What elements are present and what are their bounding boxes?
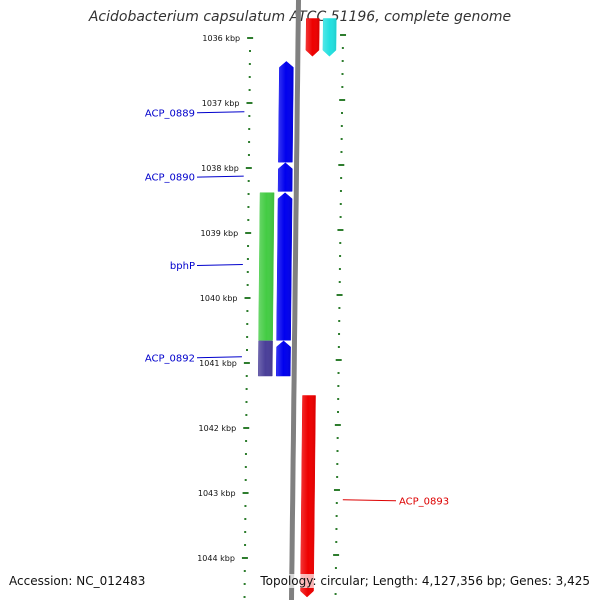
gene-feature-shading xyxy=(258,340,273,376)
gene-feature-shading xyxy=(300,395,316,597)
gene-label: ACP_0889 xyxy=(145,108,195,119)
gene-feature-shading xyxy=(258,192,275,341)
gene-label-leader xyxy=(196,356,242,359)
tick-label: 1043 kbp xyxy=(198,489,236,498)
tick-label: 1038 kbp xyxy=(201,164,239,173)
gene-label: bphP xyxy=(170,261,195,272)
tick-label: 1040 kbp xyxy=(200,294,238,303)
tick-label: 1042 kbp xyxy=(199,424,237,433)
accession-label: Accession: NC_012483 xyxy=(9,574,146,588)
tick-label: 1036 kbp xyxy=(202,34,240,43)
gene-label-leader xyxy=(342,499,397,502)
gene-label-leader xyxy=(196,264,243,266)
gene-label-leader xyxy=(196,175,244,178)
gene-feature-shading xyxy=(276,340,291,376)
gene-feature-shading xyxy=(278,162,293,192)
gene-feature-shading xyxy=(322,18,337,57)
tick-label: 1041 kbp xyxy=(199,359,237,368)
gene-feature-shading xyxy=(276,192,293,341)
gene-label: ACP_0890 xyxy=(145,173,195,184)
tick-label: 1037 kbp xyxy=(202,99,240,108)
topology-label: Topology: circular; Length: 4,127,356 bp… xyxy=(260,574,590,588)
genome-backbone xyxy=(289,0,301,600)
gene-label: ACP_0893 xyxy=(399,496,449,507)
gene-feature-shading xyxy=(278,61,294,163)
tick-label: 1044 kbp xyxy=(197,554,235,563)
gene-feature-shading xyxy=(305,18,320,57)
gene-label-leader xyxy=(196,111,245,114)
gene-label: ACP_0892 xyxy=(145,353,195,364)
tick-label: 1039 kbp xyxy=(200,229,238,238)
